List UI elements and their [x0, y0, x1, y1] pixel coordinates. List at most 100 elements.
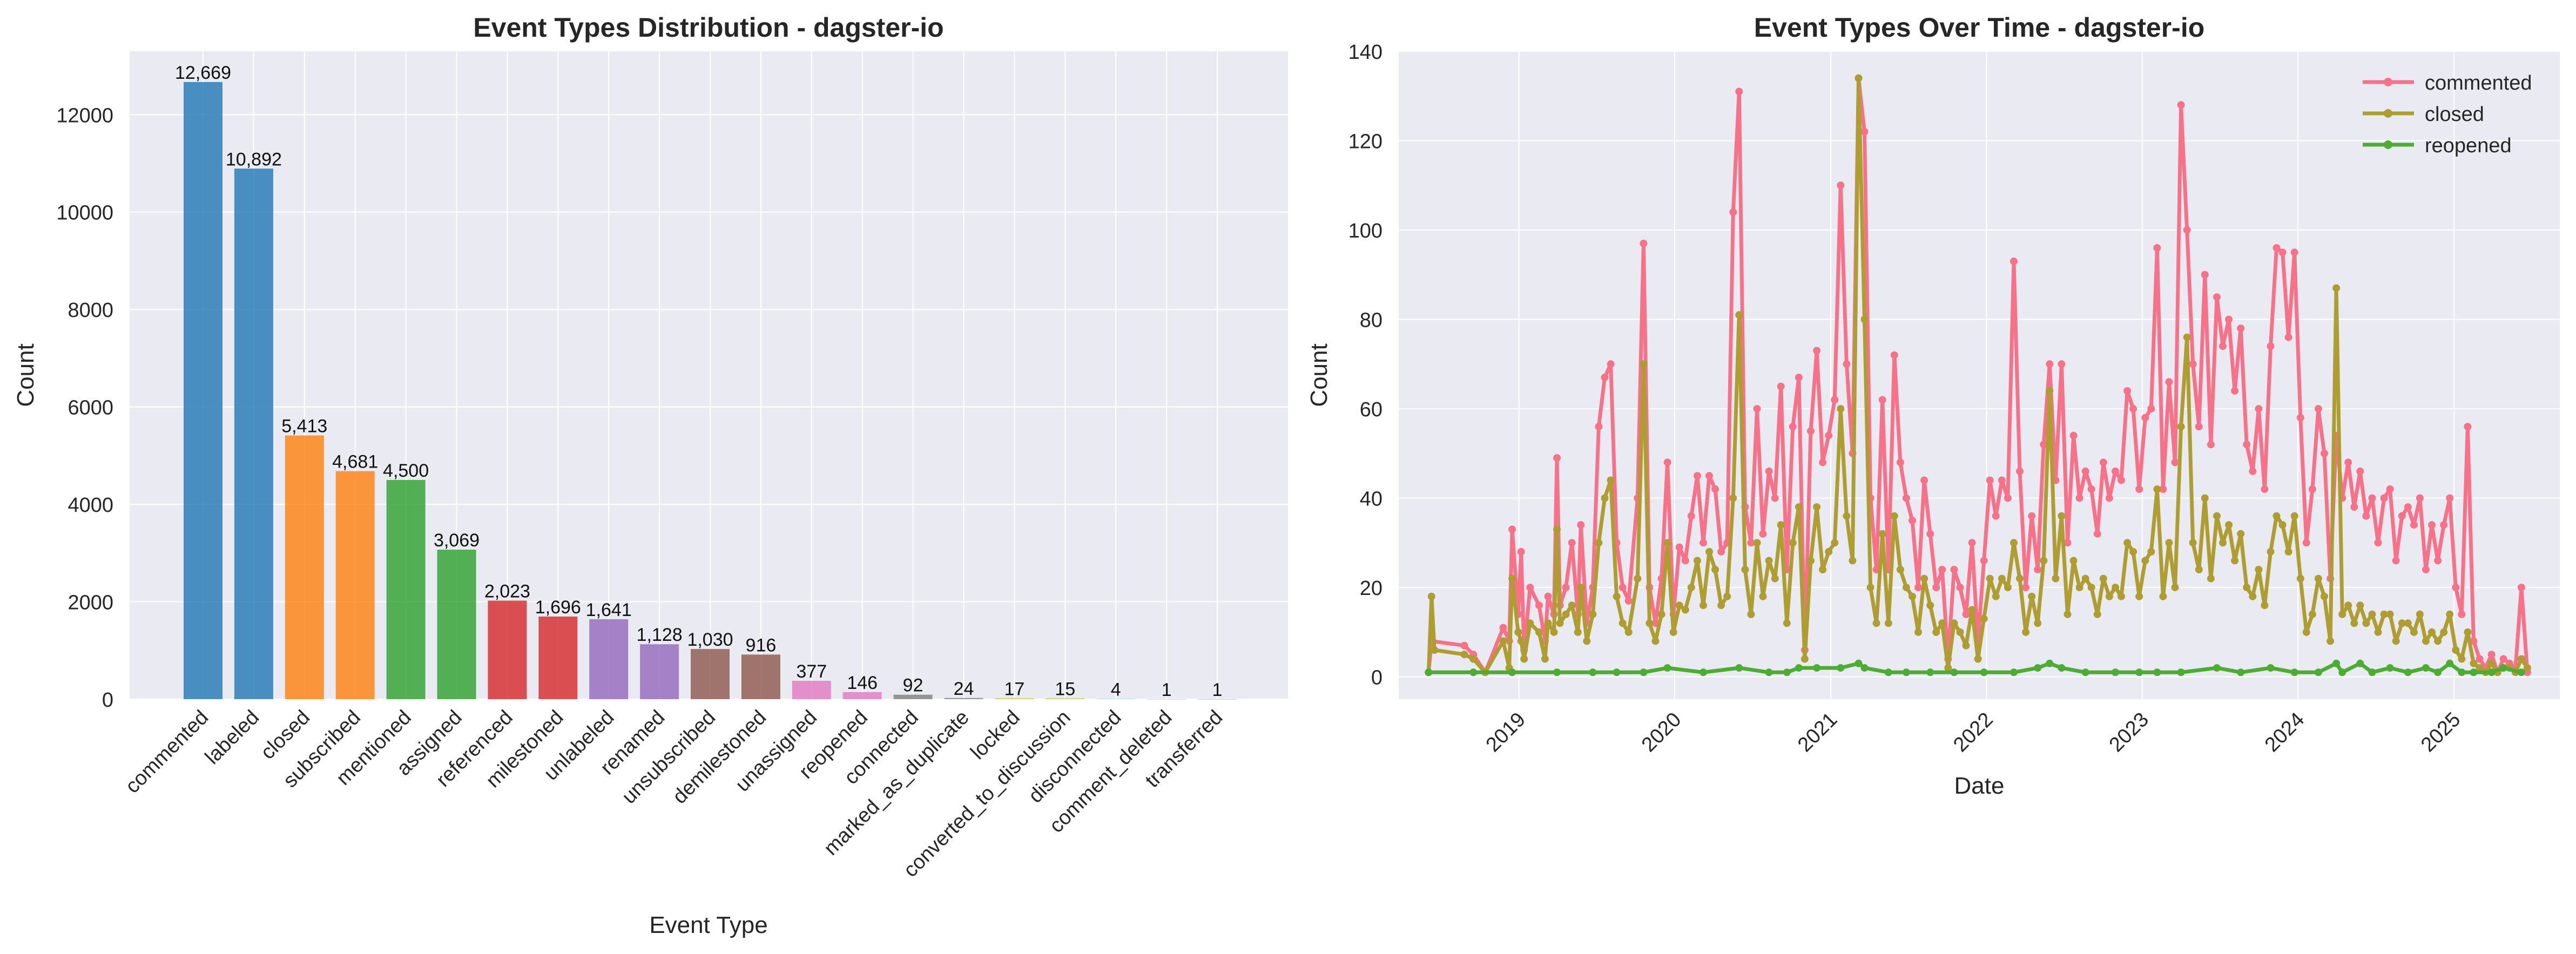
closed-point [1556, 619, 1564, 627]
closed-point [1550, 628, 1558, 636]
closed-point [1717, 601, 1725, 610]
closed-point [2171, 584, 2179, 592]
commented-point [2404, 503, 2412, 511]
closed-point [2213, 512, 2221, 520]
commented-point [1700, 539, 1707, 547]
closed-point [1795, 503, 1803, 511]
closed-point [2261, 601, 2269, 610]
reopened-point [2081, 668, 2089, 676]
bar-connected [893, 694, 933, 699]
closed-point [1646, 619, 1654, 627]
line-y-tick-label: 0 [1371, 667, 1383, 689]
line-y-axis-label: Count [1306, 343, 1332, 407]
closed-point [1553, 525, 1561, 533]
commented-point [1640, 239, 1648, 247]
reopened-point [1980, 668, 1988, 676]
closed-point [2362, 619, 2370, 627]
commented-point [1544, 592, 1552, 600]
reopened-point [2314, 668, 2322, 676]
closed-point [1499, 637, 1507, 645]
closed-point [2422, 637, 2430, 645]
bar-value-label: 12,669 [175, 63, 231, 83]
bar-milestoned [538, 616, 578, 699]
line-y-tick-label: 80 [1360, 309, 1383, 332]
commented-point [2135, 485, 2143, 493]
commented-point [2487, 651, 2496, 659]
commented-point [2434, 557, 2442, 565]
commented-point [2255, 405, 2263, 413]
commented-point [2350, 503, 2358, 511]
reopened-point [1469, 668, 1478, 676]
commented-point [1753, 405, 1761, 413]
commented-point [1998, 476, 2006, 484]
reopened-point [1884, 668, 1892, 676]
closed-point [2321, 592, 2328, 600]
closed-point [1950, 619, 1958, 627]
line-legend: commented closed reopened [2363, 72, 2532, 157]
reopened-point [1589, 668, 1597, 676]
line-y-tick-label: 40 [1360, 488, 1383, 511]
reopened-point [2112, 668, 2119, 676]
closed-point [1956, 628, 1964, 636]
commented-point [2022, 584, 2030, 592]
commented-point [1980, 557, 1988, 565]
legend-marker [2384, 109, 2392, 118]
commented-point [2118, 476, 2125, 484]
reopened-point [1663, 664, 1671, 672]
closed-point [1517, 637, 1525, 645]
bar-y-tick-label: 6000 [68, 397, 113, 420]
closed-point [1657, 610, 1665, 618]
commented-point [2398, 512, 2406, 520]
closed-point [1932, 628, 1940, 636]
commented-point [2356, 467, 2364, 475]
bar-y-tick-label: 10000 [56, 202, 113, 225]
commented-point [2040, 441, 2048, 449]
commented-point [1729, 208, 1737, 216]
bar-value-label: 377 [796, 661, 827, 682]
closed-point [2064, 610, 2072, 618]
commented-point [1687, 512, 1695, 520]
closed-point [1675, 601, 1683, 610]
reopened-point [2290, 668, 2298, 676]
commented-point [2123, 387, 2132, 395]
closed-point [1681, 606, 1689, 614]
reopened-point [1950, 668, 1958, 676]
reopened-point [1508, 668, 1516, 676]
closed-point [2332, 284, 2341, 292]
commented-point [1914, 584, 1922, 592]
commented-point [1553, 454, 1561, 462]
closed-point [2290, 512, 2298, 520]
closed-point [1843, 512, 1851, 520]
closed-point [1640, 360, 1648, 368]
closed-point [2237, 530, 2245, 538]
bar-referenced [488, 600, 527, 699]
commented-point [2058, 360, 2066, 368]
closed-point [1800, 655, 1809, 663]
closed-point [1980, 615, 1988, 623]
closed-point [2153, 485, 2161, 493]
closed-point [1589, 610, 1597, 618]
closed-point [2195, 566, 2203, 573]
closed-point [2464, 628, 2472, 636]
commented-point [2093, 530, 2101, 538]
closed-point [1753, 539, 1761, 547]
closed-point [1968, 606, 1976, 614]
reopened-point [2058, 664, 2066, 672]
commented-line [1426, 76, 2530, 674]
closed-point [2374, 628, 2382, 636]
commented-point [1517, 547, 1525, 556]
commented-point [2344, 458, 2352, 466]
reopened-point [2177, 668, 2185, 676]
commented-point [2165, 378, 2173, 386]
commented-point [2290, 248, 2298, 256]
closed-point [2046, 387, 2054, 395]
commented-point [1890, 351, 1898, 359]
reopened-point [1425, 668, 1433, 676]
bar-value-label: 1,641 [586, 600, 632, 620]
commented-point [2428, 521, 2436, 529]
reopened-point [1837, 664, 1845, 672]
reopened-point [2213, 664, 2221, 672]
closed-point [2105, 592, 2113, 600]
commented-point [2225, 315, 2233, 323]
